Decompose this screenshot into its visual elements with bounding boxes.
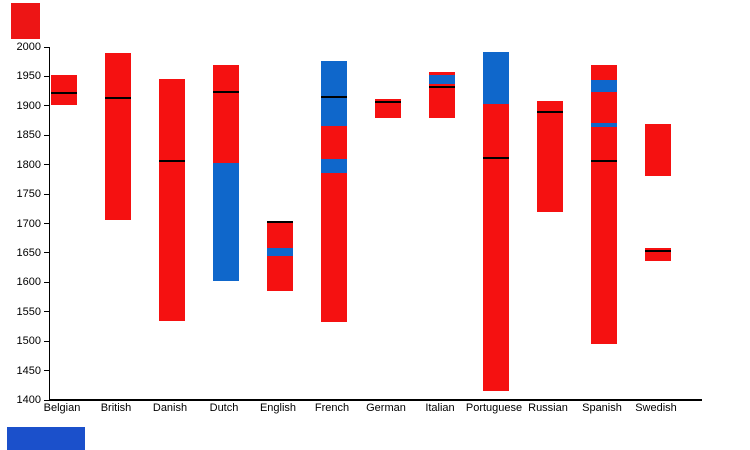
x-category-label: Spanish [582, 402, 622, 414]
marker-line [159, 160, 185, 163]
bar-segment-blue [321, 61, 347, 126]
y-tick-label: 1750 [16, 188, 41, 201]
x-category-label: Italian [425, 402, 455, 414]
bar-segment-red [375, 99, 401, 118]
bar-segment-red [591, 91, 617, 124]
y-axis-line [49, 47, 50, 401]
x-category-label: Danish [152, 402, 188, 414]
marker-line [267, 220, 293, 223]
bar-segment-blue [429, 74, 455, 85]
y-tick-mark [44, 164, 49, 166]
bar-segment-red [429, 72, 455, 75]
marker-line [213, 90, 239, 93]
y-tick-label: 1500 [16, 335, 41, 348]
y-tick-label: 1800 [16, 158, 41, 171]
bar-segment-blue [267, 248, 293, 257]
bar-segment-red [321, 125, 347, 160]
marker-line [645, 249, 671, 252]
bar-segment-red [429, 84, 455, 118]
y-tick-label: 1550 [16, 305, 41, 318]
x-axis-line [49, 399, 702, 401]
x-category-label: Belgian [43, 402, 81, 414]
bar-segment-red [483, 104, 509, 391]
y-tick-mark [44, 223, 49, 224]
bar-segment-red [591, 127, 617, 345]
y-tick-label: 1950 [16, 70, 41, 83]
y-tick-mark [44, 46, 49, 48]
y-tick-mark [44, 311, 49, 313]
x-category-label: Russian [528, 402, 568, 414]
y-tick-mark [44, 281, 49, 283]
x-category-label: English [259, 402, 297, 414]
bar-segment-blue [591, 79, 617, 92]
y-tick-mark [44, 193, 49, 195]
y-tick-label: 1400 [16, 394, 41, 406]
bar-segment-red [267, 220, 293, 249]
y-tick-label: 1650 [16, 246, 41, 259]
marker-line [591, 159, 617, 162]
y-tick-mark [44, 340, 49, 342]
bar-segment-blue [321, 159, 347, 174]
bar-segment-red [591, 65, 617, 80]
marker-line [537, 110, 563, 113]
bar-segment-red [537, 100, 563, 213]
y-tick-label: 1850 [16, 129, 41, 142]
x-category-label: Portuguese [465, 402, 523, 414]
bar-segment-red [321, 173, 347, 323]
bar-segment-red [267, 256, 293, 292]
y-tick-mark [44, 134, 49, 136]
x-category-label: Swedish [635, 402, 677, 414]
bar-segment-blue [591, 123, 617, 127]
bar-segment-red [645, 124, 671, 176]
x-category-label: Dutch [209, 402, 239, 414]
marker-line [429, 86, 455, 88]
bottom-left-blue-mark [7, 427, 85, 450]
y-tick-mark [44, 399, 49, 401]
bar-segment-blue [483, 52, 509, 105]
marker-line [375, 101, 401, 104]
bar-segment-red [159, 78, 185, 322]
bar-segment-red [213, 64, 239, 164]
x-category-label: French [314, 402, 350, 414]
y-tick-label: 1450 [16, 364, 41, 377]
top-left-red-mark [11, 3, 40, 39]
y-tick-label: 1700 [16, 217, 41, 230]
y-tick-label: 2000 [16, 41, 41, 53]
marker-line [483, 157, 509, 160]
y-tick-mark [44, 105, 49, 107]
y-tick-label: 1900 [16, 99, 41, 112]
x-category-label: German [366, 402, 406, 414]
marker-line [51, 91, 77, 94]
y-tick-label: 1600 [16, 276, 41, 289]
bar-segment-red [105, 53, 131, 220]
marker-line [105, 96, 131, 99]
x-category-label: British [100, 402, 132, 414]
bar-segment-red [51, 74, 77, 106]
y-tick-mark [44, 252, 49, 254]
y-tick-mark [44, 370, 49, 372]
marker-line [321, 96, 347, 98]
y-tick-mark [44, 75, 49, 77]
bar-segment-blue [213, 163, 239, 281]
